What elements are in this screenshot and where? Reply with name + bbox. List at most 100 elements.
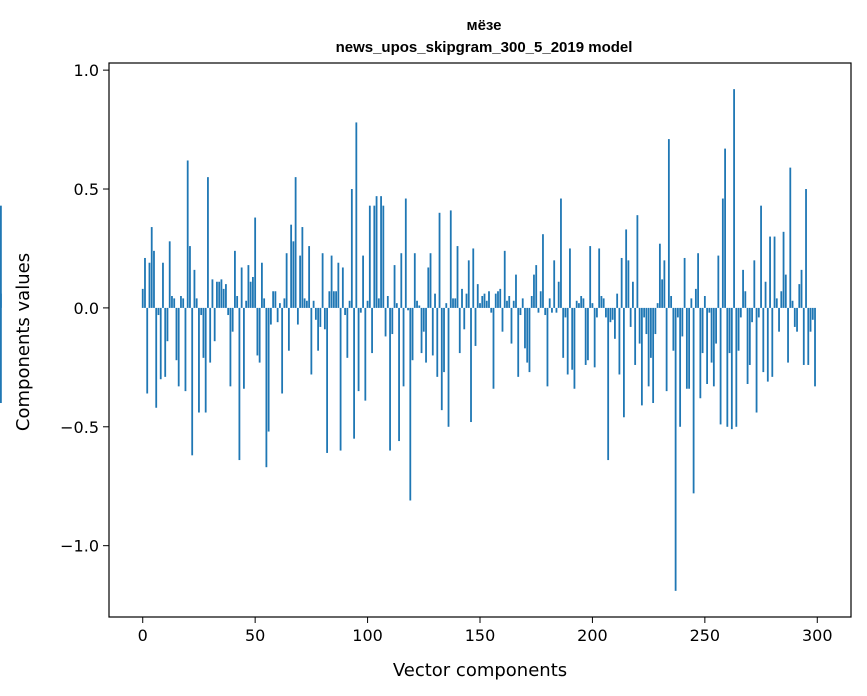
- bar-component-80: [321, 253, 324, 308]
- bar-component-228: [654, 307, 657, 335]
- bar-component-1: [144, 257, 146, 308]
- bar-component-229: [656, 303, 659, 308]
- bar-component-29: [207, 177, 209, 308]
- bar-component-138: [452, 298, 454, 308]
- bar-component-57: [269, 307, 272, 325]
- bar-component-232: [663, 260, 666, 308]
- bar-component-56: [267, 307, 270, 432]
- bar-component-200: [591, 303, 594, 308]
- bar-component-144: [465, 293, 468, 308]
- bar-component-289: [791, 300, 794, 308]
- bar-component-208: [609, 307, 612, 323]
- bar-component-212: [618, 307, 621, 375]
- bar-component-58: [272, 291, 275, 308]
- bar-component-158: [497, 291, 499, 308]
- bar-component-237: [674, 307, 677, 591]
- bar-component-249: [701, 307, 704, 354]
- bar-component-0: [141, 288, 144, 308]
- bar-component-5: [153, 250, 155, 308]
- bar-component-62: [281, 307, 284, 394]
- bar-component-190: [569, 248, 571, 308]
- bar-component-160: [501, 307, 504, 332]
- bar-component-268: [744, 291, 747, 308]
- bar-component-26: [200, 307, 203, 316]
- y-axis-ticks: 1.0 0.5 0.0 −0.5 −1.0: [60, 61, 109, 556]
- bar-component-13: [171, 296, 173, 308]
- bar-component-141: [458, 307, 461, 354]
- bar-component-264: [735, 307, 738, 427]
- bar-component-63: [283, 298, 286, 308]
- bar-component-288: [789, 167, 792, 308]
- bar-component-221: [638, 307, 641, 344]
- bar-component-12: [168, 241, 171, 308]
- bar-component-79: [319, 307, 322, 327]
- bar-component-284: [780, 291, 783, 308]
- bar-component-114: [398, 307, 400, 442]
- bar-component-33: [216, 281, 218, 308]
- bar-component-77: [314, 307, 317, 320]
- y-tick-label: 0.5: [74, 180, 99, 199]
- bar-component-156: [492, 307, 495, 389]
- bar-component-101: [368, 205, 371, 308]
- bar-component-175: [535, 265, 538, 308]
- bar-component-59: [274, 291, 277, 308]
- bar-component-78: [317, 307, 320, 351]
- bar-component-46: [245, 300, 248, 308]
- bar-component-171: [526, 307, 529, 363]
- bar-component-81: [323, 307, 326, 330]
- bar-component-263: [733, 89, 735, 308]
- bar-component-108: [384, 307, 387, 337]
- bar-component-32: [213, 307, 216, 342]
- bar-component-185: [557, 281, 560, 308]
- bar-component-260: [726, 307, 729, 427]
- bar-component-225: [647, 307, 650, 387]
- bar-component-106: [380, 196, 382, 308]
- bar-component-113: [395, 303, 398, 308]
- bar-component-271: [751, 307, 753, 323]
- bar-component-195: [580, 296, 583, 308]
- bar-component-205: [602, 298, 605, 308]
- bar-component-105: [377, 298, 380, 308]
- bar-component-193: [575, 300, 578, 308]
- bar-component-21: [189, 246, 191, 308]
- bar-component-153: [485, 300, 488, 308]
- bar-component-280: [771, 307, 774, 377]
- bar-component-128: [429, 253, 432, 308]
- bar-component-115: [400, 253, 403, 308]
- bar-component-206: [605, 307, 607, 318]
- bar-component-145: [467, 260, 470, 308]
- bar-component-41: [234, 250, 236, 308]
- y-tick-label: 1.0: [74, 61, 99, 80]
- bar-component-99: [364, 307, 367, 401]
- bar-component-125: [422, 307, 425, 332]
- bar-component-133: [440, 307, 443, 411]
- bar-component-210: [614, 307, 616, 339]
- bar-component-98: [362, 255, 364, 308]
- bar-component-276: [762, 307, 765, 373]
- bar-component-140: [456, 246, 459, 308]
- bar-component-186: [560, 198, 562, 308]
- bar-component-267: [742, 269, 744, 308]
- bar-component-52: [258, 307, 261, 363]
- bar-component-148: [474, 307, 477, 346]
- x-tick-label: 100: [352, 626, 383, 645]
- bar-component-233: [665, 307, 668, 392]
- bar-component-10: [164, 307, 167, 377]
- bar-component-224: [645, 307, 648, 335]
- bar-component-234: [667, 139, 670, 308]
- chart-title-line1: мёзе: [466, 17, 501, 34]
- bar-component-109: [386, 296, 389, 308]
- bar-component-192: [573, 307, 576, 389]
- bar-component-231: [661, 279, 664, 308]
- y-tick-label: 0.0: [74, 299, 99, 318]
- bar-component-7: [157, 307, 160, 316]
- bar-component-69: [296, 307, 299, 325]
- bar-component-11: [166, 307, 169, 342]
- bar-component-121: [413, 253, 416, 308]
- bar-component-166: [515, 274, 517, 308]
- bar-component-67: [292, 241, 295, 308]
- bar-component-83: [328, 291, 331, 308]
- bar-component-162: [506, 300, 508, 308]
- bar-component-287: [787, 307, 789, 363]
